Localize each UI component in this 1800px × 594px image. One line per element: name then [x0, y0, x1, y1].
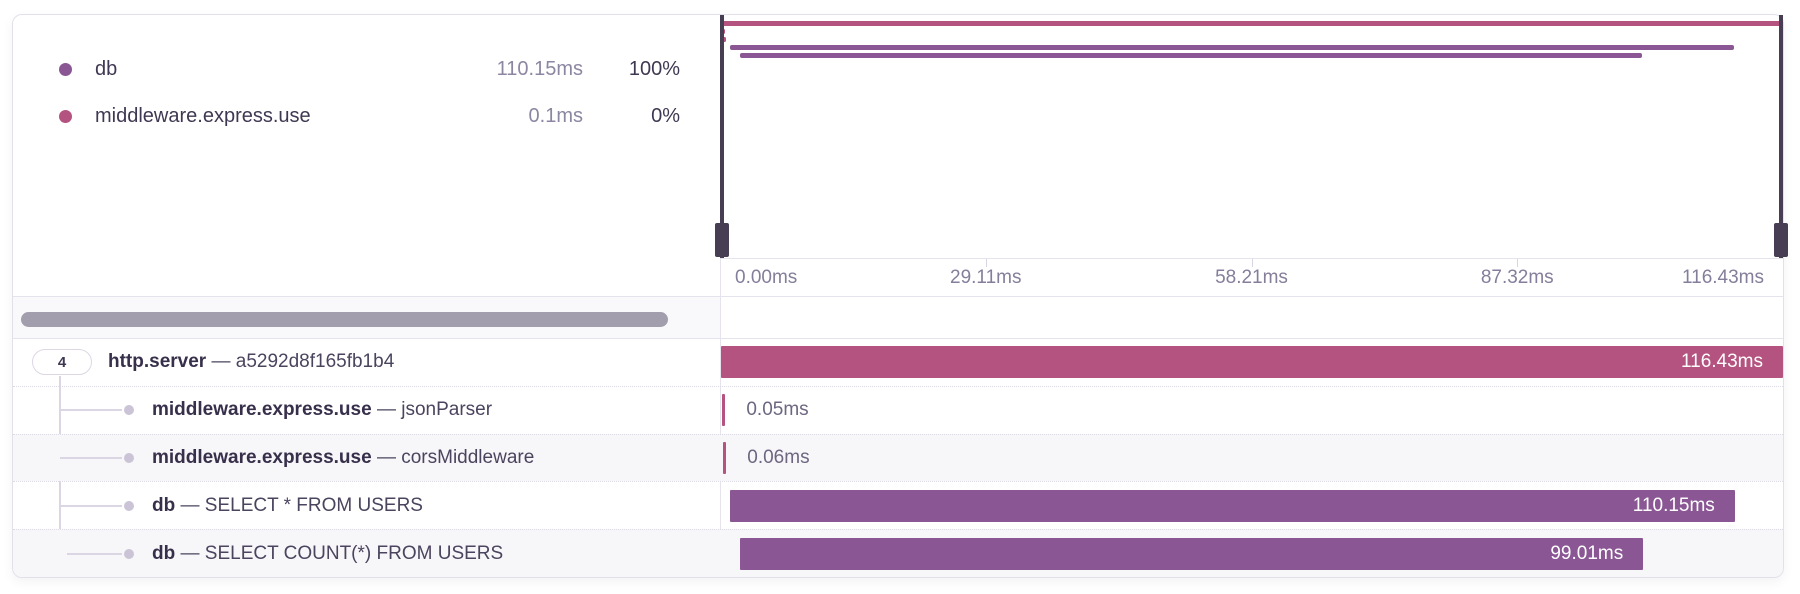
span-duration-label: 110.15ms: [1632, 494, 1715, 516]
trace-minimap[interactable]: [715, 15, 1788, 258]
trace-detail-panel: db 110.15ms 100% middleware.express.use 0.1m…: [12, 14, 1788, 578]
span-row-label-cell: 4 http.server — a5292d8f165fb1b4: [13, 339, 720, 386]
horizontal-scrollbar[interactable]: [13, 297, 720, 338]
span-name-text: db — SELECT * FROM USERS: [152, 495, 423, 517]
minimap-right-handle[interactable]: [1774, 15, 1788, 258]
collapse-children-badge[interactable]: 4: [32, 349, 92, 376]
span-name-text: db — SELECT COUNT(*) FROM USERS: [152, 543, 503, 565]
span-duration-label: 0.05ms: [746, 399, 809, 421]
span-row-bar-cell: 99.01ms: [721, 530, 1783, 577]
span-duration-bar[interactable]: [723, 441, 726, 474]
minimap-right-grip-icon[interactable]: [1774, 223, 1788, 257]
span-separator: —: [180, 494, 200, 516]
span-row[interactable]: db — SELECT COUNT(*) FROM USERS 99.01ms: [13, 529, 1783, 577]
legend-span-percent: 0%: [651, 105, 680, 127]
span-duration-label: 0.06ms: [747, 446, 810, 468]
span-name-text: middleware.express.use — jsonParser: [152, 399, 492, 421]
span-detail: jsonParser: [401, 399, 493, 421]
minimap-span-bar: [721, 21, 1782, 26]
span-duration-label: 99.01ms: [1550, 542, 1624, 564]
span-detail: SELECT COUNT(*) FROM USERS: [204, 542, 504, 564]
tree-node-dot-icon: [124, 500, 134, 511]
minimap-left-grip-icon[interactable]: [715, 223, 729, 257]
minimap-left-handle[interactable]: [715, 15, 729, 258]
tree-branch-line: [67, 552, 122, 555]
span-name-text: middleware.express.use — corsMiddleware: [152, 447, 534, 469]
span-operation: middleware.express.use: [152, 399, 372, 421]
legend-color-dot-icon: [59, 110, 72, 123]
span-duration-bar[interactable]: 110.15ms: [730, 489, 1735, 522]
legend-span-duration: 110.15ms: [496, 58, 583, 80]
legend-item: middleware.express.use 0.1ms 0%: [13, 93, 720, 140]
span-separator: —: [376, 399, 396, 421]
span-separator: —: [376, 446, 396, 468]
tree-branch-line: [60, 504, 122, 507]
span-detail: a5292d8f165fb1b4: [235, 351, 395, 373]
span-row-bar-cell: 116.43ms: [721, 339, 1783, 386]
span-separator: —: [211, 351, 231, 373]
legend-color-dot-icon: [59, 63, 72, 76]
axis-tick-label: 0.00ms: [735, 267, 798, 288]
span-row-label-cell: middleware.express.use — corsMiddleware: [13, 435, 720, 482]
axis-tick-label: 116.43ms: [1681, 267, 1764, 288]
span-legend: db 110.15ms 100% middleware.express.use 0.1m…: [13, 46, 720, 140]
span-operation: db: [152, 494, 176, 516]
tree-branch-line: [60, 409, 122, 412]
span-separator: —: [180, 542, 200, 564]
legend-span-name: db: [95, 58, 118, 80]
span-duration-bar[interactable]: 116.43ms: [721, 346, 1783, 379]
span-duration-bar[interactable]: 99.01ms: [740, 537, 1644, 570]
span-operation: middleware.express.use: [152, 446, 372, 468]
legend-item: db 110.15ms 100%: [13, 46, 720, 93]
span-duration-bar[interactable]: [722, 394, 725, 427]
minimap-track: [721, 15, 1782, 258]
span-row-bar-cell: 110.15ms: [721, 482, 1783, 529]
tree-node-dot-icon: [124, 452, 134, 463]
minimap-span-bar: [723, 37, 726, 42]
span-duration-label: 116.43ms: [1680, 351, 1763, 373]
span-name-text: http.server — a5292d8f165fb1b4: [108, 351, 394, 373]
span-row-label-cell: db — SELECT * FROM USERS: [13, 482, 720, 529]
span-row[interactable]: middleware.express.use — corsMiddleware 0…: [13, 433, 1783, 482]
minimap-span-bar: [730, 45, 1734, 50]
axis-tick-label: 87.32ms: [1480, 267, 1554, 288]
legend-span-duration: 0.1ms: [528, 105, 583, 127]
axis-tick-label: 29.11ms: [950, 267, 1022, 288]
span-row-label-cell: middleware.express.use — jsonParser: [13, 387, 720, 434]
span-waterfall: 4 http.server — a5292d8f165fb1b4 116.43ms m…: [13, 339, 1783, 577]
axis-top-border: [720, 258, 1783, 259]
span-row[interactable]: db — SELECT * FROM USERS 110.15ms: [13, 481, 1783, 529]
span-row[interactable]: middleware.express.use — jsonParser 0.05m…: [13, 385, 1783, 434]
span-row[interactable]: 4 http.server — a5292d8f165fb1b4 116.43ms: [13, 339, 1783, 386]
scrollbar-thumb[interactable]: [21, 312, 668, 327]
legend-span-percent: 100%: [628, 58, 680, 80]
tree-branch-line: [60, 456, 122, 459]
time-axis: 0.00ms 29.11ms 58.21ms 87.32ms 116.43ms: [720, 258, 1783, 296]
span-row-label-cell: db — SELECT COUNT(*) FROM USERS: [13, 530, 720, 577]
span-operation: db: [152, 542, 176, 564]
span-operation: http.server: [108, 351, 207, 373]
legend-span-name: middleware.express.use: [95, 105, 311, 127]
span-row-bar-cell: 0.06ms: [721, 435, 1783, 482]
axis-tick-mark: [1251, 259, 1253, 267]
span-detail: SELECT * FROM USERS: [204, 494, 423, 516]
axis-tick-mark: [985, 259, 987, 267]
tree-node-dot-icon: [124, 548, 134, 559]
axis-tick-label: 58.21ms: [1215, 267, 1288, 288]
tree-node-dot-icon: [124, 405, 134, 416]
span-detail: corsMiddleware: [401, 446, 535, 468]
section-divider-1: [13, 296, 1783, 297]
span-row-bar-cell: 0.05ms: [721, 387, 1783, 434]
minimap-span-bar: [740, 53, 1643, 58]
section-divider-2: [13, 338, 1783, 339]
axis-tick-mark: [1517, 259, 1519, 267]
